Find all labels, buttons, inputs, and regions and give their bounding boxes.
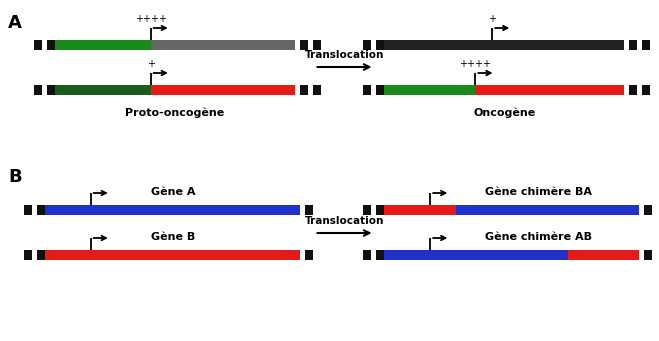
Bar — [312, 40, 320, 50]
Text: B: B — [8, 168, 22, 186]
Bar — [37, 250, 45, 260]
Bar — [300, 85, 308, 95]
Bar — [304, 250, 312, 260]
Bar — [376, 85, 384, 95]
Bar — [151, 40, 295, 50]
Bar — [34, 85, 42, 95]
Bar — [45, 250, 172, 260]
Bar — [568, 250, 639, 260]
Bar — [376, 205, 384, 215]
Bar — [376, 250, 384, 260]
Text: Translocation: Translocation — [305, 50, 384, 60]
Text: ++++: ++++ — [459, 59, 492, 69]
Bar — [45, 205, 172, 215]
Bar — [312, 85, 320, 95]
Text: Gène chimère BA: Gène chimère BA — [485, 187, 592, 197]
Bar — [55, 40, 151, 50]
Bar — [629, 85, 637, 95]
Bar — [376, 40, 384, 50]
Bar — [364, 205, 372, 215]
Text: Proto-oncogène: Proto-oncogène — [125, 107, 224, 118]
Text: Translocation: Translocation — [305, 216, 384, 226]
Bar — [456, 205, 639, 215]
Bar — [642, 85, 650, 95]
Bar — [644, 205, 652, 215]
Bar — [37, 205, 45, 215]
Bar — [642, 40, 650, 50]
Bar — [24, 250, 32, 260]
Bar — [24, 205, 32, 215]
Bar — [364, 85, 372, 95]
Text: Oncogène: Oncogène — [473, 107, 535, 118]
Bar — [300, 40, 308, 50]
Bar — [384, 250, 568, 260]
Bar — [172, 250, 300, 260]
Bar — [644, 250, 652, 260]
Text: Gène chimère AB: Gène chimère AB — [485, 232, 592, 242]
Bar — [47, 40, 55, 50]
Text: +: + — [147, 59, 155, 69]
Bar — [55, 85, 151, 95]
Text: Gène B: Gène B — [151, 232, 195, 242]
Bar — [304, 205, 312, 215]
Bar — [384, 205, 456, 215]
Bar — [364, 250, 372, 260]
Text: Gène A: Gène A — [151, 187, 195, 197]
Bar — [629, 40, 637, 50]
Bar — [492, 40, 624, 50]
Bar — [172, 205, 300, 215]
Bar — [476, 85, 624, 95]
Text: A: A — [8, 14, 22, 32]
Bar — [384, 85, 476, 95]
Bar — [34, 40, 42, 50]
Bar — [47, 85, 55, 95]
Text: +: + — [488, 14, 496, 24]
Bar — [364, 40, 372, 50]
Bar — [384, 40, 492, 50]
Text: ++++: ++++ — [135, 14, 167, 24]
Bar — [151, 85, 295, 95]
